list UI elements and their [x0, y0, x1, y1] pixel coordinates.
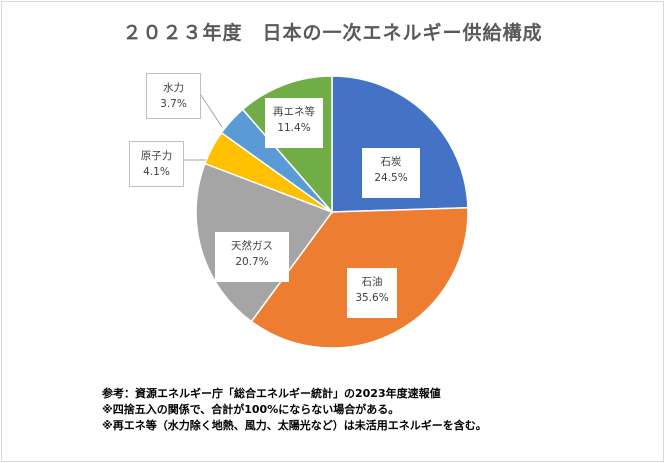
slice-label-lng: 天然ガス 20.7% [215, 232, 289, 282]
slice-label-hydro: 水力 3.7% [146, 73, 201, 119]
slice-label-oil-value: 35.6% [355, 292, 389, 304]
leader-line-hydro [198, 91, 223, 128]
note-rounding: ※四捨五入の関係で、合計が100%にならない場合がある。 [102, 403, 400, 416]
slice-label-hydro-value: 3.7% [160, 98, 187, 110]
chart-title: ２０２３年度 日本の一次エネルギー供給構成 [122, 22, 543, 44]
slice-label-renewables: 再エネ等 11.4% [265, 98, 323, 148]
note-source: 参考：資源エネルギー庁「総合エネルギー統計」の2023年度速報値 [102, 387, 441, 400]
chart-notes: 参考：資源エネルギー庁「総合エネルギー統計」の2023年度速報値 ※四捨五入の関… [102, 386, 642, 434]
slice-label-coal-value: 24.5% [374, 172, 408, 184]
slice-label-oil-name: 石油 [361, 276, 383, 288]
slice-label-lng-value: 20.7% [235, 256, 269, 268]
slice-label-lng-name: 天然ガス [231, 240, 273, 252]
slice-label-oil: 石油 35.6% [347, 268, 397, 318]
note-renewables: ※再エネ等（水力除く地熱、風力、太陽光など）は未活用エネルギーを含む。 [102, 419, 487, 432]
slice-label-nuclear: 原子力 4.1% [129, 141, 184, 187]
slice-label-coal: 石炭 24.5% [362, 148, 420, 198]
slice-label-coal-name: 石炭 [380, 156, 402, 168]
slice-label-renewables-name: 再エネ等 [273, 106, 315, 118]
slice-label-renewables-value: 11.4% [277, 122, 311, 134]
slice-label-hydro-name: 水力 [163, 82, 184, 94]
slice-label-nuclear-value: 4.1% [143, 166, 170, 178]
slice-label-nuclear-name: 原子力 [140, 150, 173, 162]
